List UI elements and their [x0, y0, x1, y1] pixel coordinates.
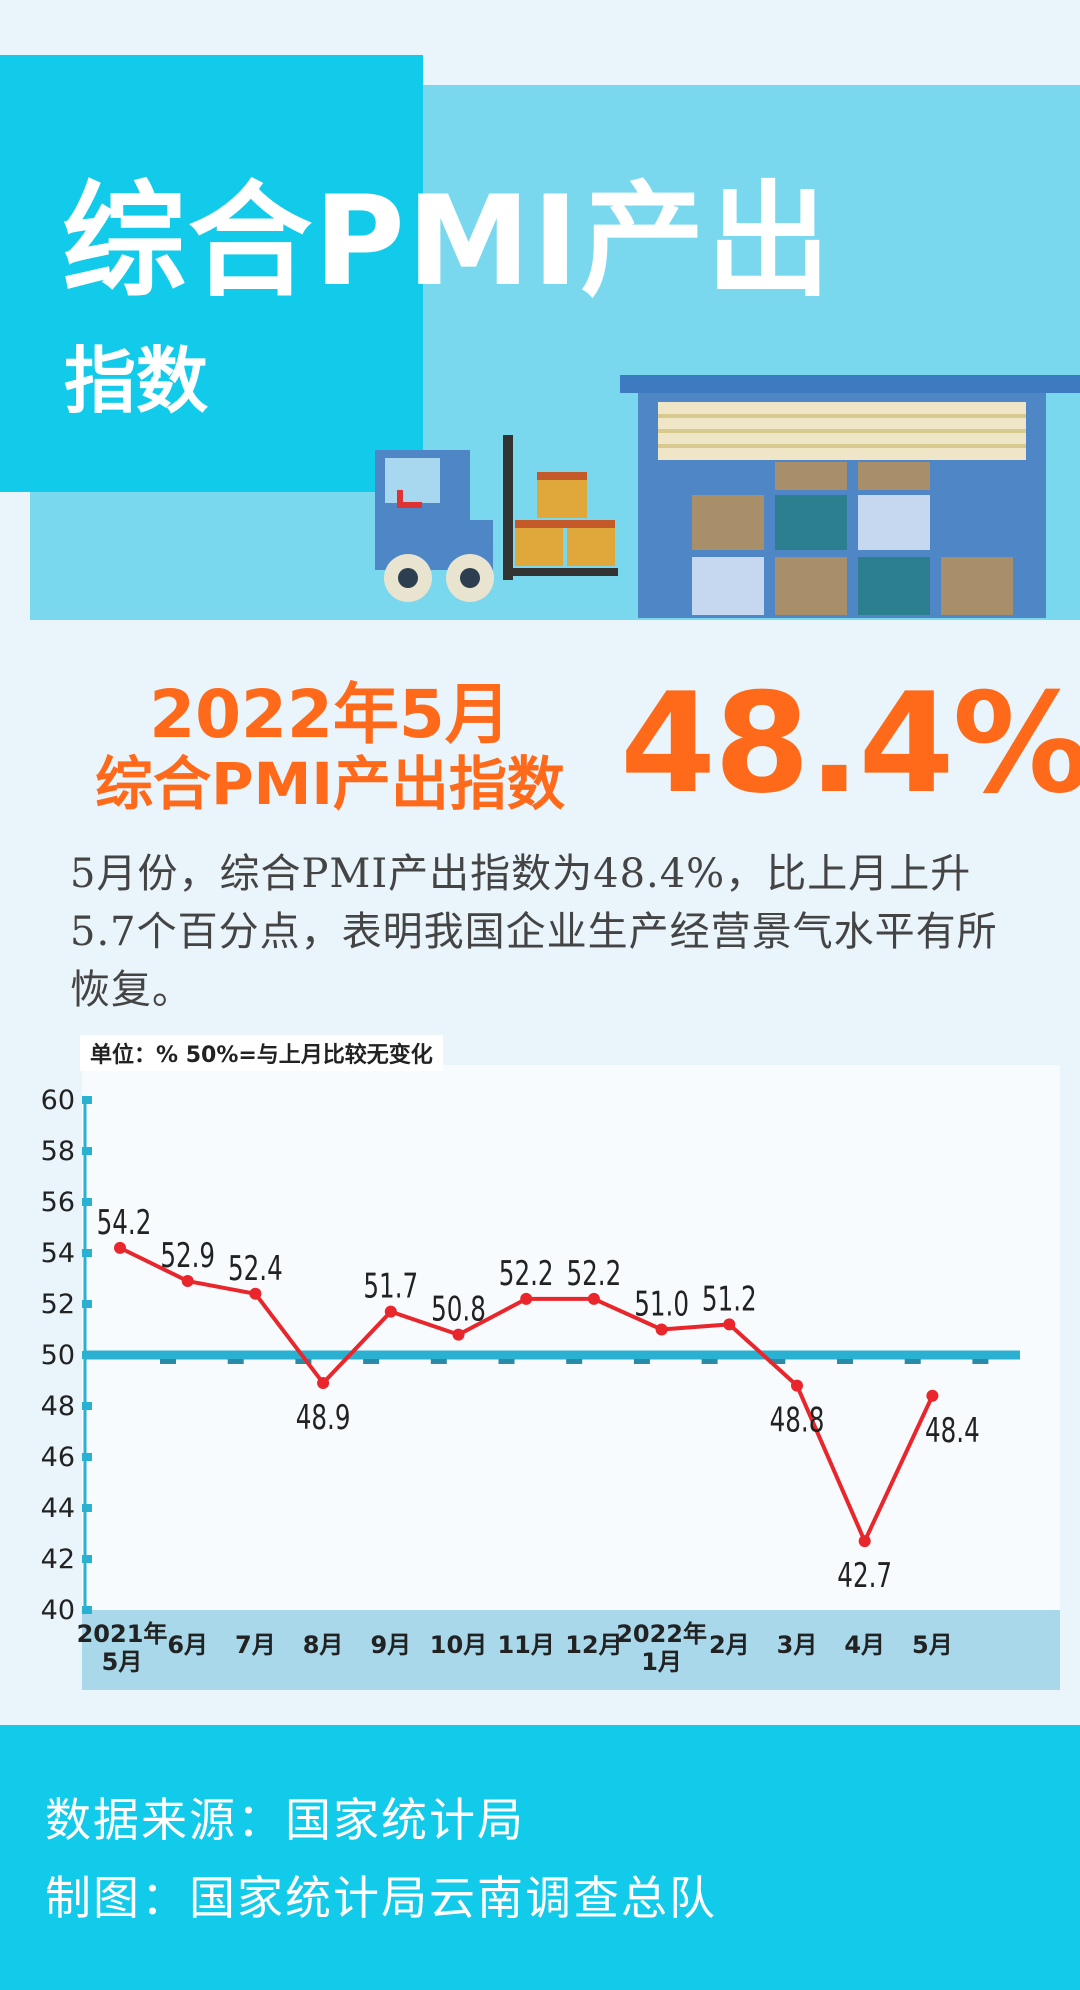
plot-area — [82, 1065, 1060, 1610]
data-point — [791, 1379, 803, 1392]
x-tick-label: 5月 — [912, 1631, 953, 1659]
headline-date: 2022年5月 — [149, 676, 511, 753]
y-tick-label: 46 — [41, 1442, 75, 1473]
x-axis-band — [82, 1610, 1060, 1690]
x-tick-label: 2022年 — [616, 1620, 707, 1648]
x-tick-label: 2月 — [709, 1631, 750, 1659]
data-point — [452, 1328, 465, 1341]
reference-line-tick — [837, 1359, 853, 1364]
data-point — [384, 1305, 397, 1318]
y-tick-label: 40 — [41, 1595, 75, 1626]
page-title: 综合PMI产出 — [62, 170, 833, 314]
forklift-icon — [375, 435, 618, 602]
data-label: 51.0 — [634, 1285, 689, 1324]
x-tick-label: 9月 — [370, 1631, 411, 1659]
y-tick-label: 56 — [41, 1187, 75, 1218]
reference-line-tick — [972, 1359, 989, 1364]
y-tick-mark — [82, 1249, 92, 1257]
reference-line-tick — [566, 1359, 583, 1364]
hero-band-dark — [0, 55, 423, 492]
y-tick-label: 44 — [41, 1493, 75, 1524]
page-subtitle: 指数 — [64, 339, 209, 423]
y-tick-label: 48 — [41, 1391, 75, 1422]
footer: 数据来源：国家统计局 制图：国家统计局云南调查总队 — [0, 1725, 1080, 1990]
y-tick-label: 52 — [41, 1289, 75, 1320]
pmi-line-chart: 60 58 56 54 52 50 48 46 44 42 40 54.252.9 52.4 48.9 51… — [41, 1065, 1060, 1690]
data-label: 52.4 — [228, 1249, 283, 1288]
x-tick-label: 8月 — [303, 1631, 344, 1659]
data-point — [587, 1292, 600, 1305]
y-tick-label: 60 — [41, 1085, 75, 1116]
x-tick-label: 3月 — [777, 1631, 818, 1659]
data-label: 52.2 — [567, 1254, 622, 1293]
y-tick-mark — [82, 1198, 92, 1206]
warehouse-forklift-illustration — [375, 375, 1080, 618]
x-tick-label: 7月 — [235, 1631, 276, 1659]
data-label: 48.8 — [770, 1401, 825, 1440]
reference-line-tick — [904, 1359, 921, 1364]
footer-source: 数据来源：国家统计局 — [45, 1793, 525, 1847]
reference-line-tick — [701, 1359, 718, 1364]
reference-line-tick — [430, 1359, 447, 1364]
x-tick-label: 5月 — [102, 1648, 143, 1676]
data-label: 48.9 — [296, 1398, 351, 1437]
data-point — [723, 1318, 736, 1331]
y-tick-label: 58 — [41, 1136, 75, 1167]
y-tick-mark — [82, 1300, 92, 1308]
headline-value: 48.4% — [620, 663, 1080, 824]
data-label: 54.2 — [97, 1203, 152, 1242]
y-tick-label: 54 — [41, 1238, 75, 1269]
x-tick-label: 2021年 — [77, 1620, 168, 1648]
pmi-chart: 60 58 56 54 52 50 48 46 44 42 40 54.2 52.9 52.4 48.9 51… — [20, 1030, 1060, 1700]
description-text: 5月份，综合PMI产出指数为48.4%，比上月上升5.7个百分点，表明我国企业生… — [70, 851, 998, 1013]
reference-line-tick — [498, 1359, 515, 1364]
data-label: 48.4 — [925, 1411, 980, 1450]
data-point — [181, 1275, 194, 1288]
chart-unit-note: 单位：% 50%=与上月比较无变化 — [80, 1035, 443, 1071]
y-tick-label: 42 — [41, 1544, 75, 1575]
x-tick-label: 4月 — [844, 1631, 885, 1659]
data-point — [317, 1377, 330, 1390]
data-label: 51.2 — [702, 1280, 757, 1319]
x-tick-label: 6月 — [167, 1631, 208, 1659]
data-label: 50.8 — [431, 1290, 486, 1329]
x-tick-label: 10月 — [430, 1631, 487, 1659]
y-tick-mark — [82, 1606, 92, 1614]
headline-block: 2022年5月 综合PMI产出指数 — [60, 680, 600, 818]
data-label: 52.9 — [160, 1236, 215, 1275]
x-tick-label: 12月 — [565, 1631, 622, 1659]
data-label: 52.2 — [499, 1254, 554, 1293]
x-tick-label: 1月 — [641, 1648, 682, 1676]
data-point — [926, 1389, 939, 1402]
y-tick-mark — [82, 1402, 92, 1410]
data-label: 42.7 — [837, 1556, 892, 1595]
reference-line-tick — [633, 1359, 650, 1364]
y-tick-label: 50 — [41, 1340, 75, 1371]
headline-label: 综合PMI产出指数 — [95, 750, 565, 819]
data-point — [655, 1323, 668, 1336]
y-tick-mark — [82, 1555, 92, 1563]
reference-line-tick — [769, 1359, 786, 1364]
y-tick-mark — [82, 1453, 92, 1461]
x-tick-label: 11月 — [497, 1631, 554, 1659]
data-point — [520, 1292, 533, 1305]
data-point — [249, 1287, 262, 1300]
reference-line-tick — [227, 1359, 244, 1364]
y-tick-mark — [82, 1096, 92, 1104]
warehouse-icon — [620, 375, 1080, 618]
data-point — [858, 1535, 871, 1548]
reference-line-tick — [363, 1359, 380, 1364]
y-tick-mark — [82, 1147, 92, 1155]
data-label: 51.7 — [363, 1267, 418, 1306]
reference-line-tick — [160, 1359, 176, 1364]
footer-credit: 制图：国家统计局云南调查总队 — [45, 1871, 717, 1925]
y-tick-mark — [82, 1504, 92, 1512]
data-point — [114, 1241, 126, 1254]
reference-line-tick — [295, 1359, 312, 1364]
